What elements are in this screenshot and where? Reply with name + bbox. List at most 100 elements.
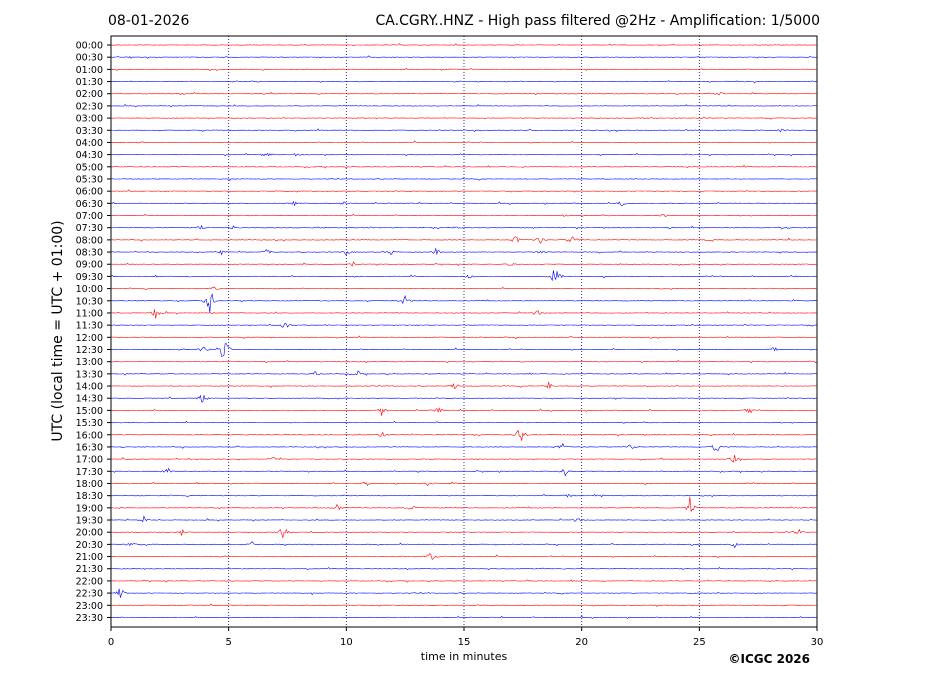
- trace-2230: [110, 588, 818, 598]
- trace-0200: [110, 91, 818, 96]
- y-tick-label: 02:30: [76, 101, 103, 112]
- y-tick-label: 22:30: [76, 589, 103, 600]
- trace-0800: [110, 236, 818, 244]
- y-tick-label: 13:30: [76, 369, 103, 380]
- grid-lines: [228, 36, 700, 627]
- trace-1330: [111, 370, 818, 376]
- trace-0400: [110, 140, 818, 144]
- y-tick-label: 06:00: [76, 187, 103, 198]
- copyright-label: ©ICGC 2026: [728, 652, 810, 666]
- trace-1500: [110, 407, 818, 416]
- y-tick-label: 08:00: [76, 235, 103, 246]
- trace-2330: [110, 615, 818, 620]
- trace-1830: [110, 493, 818, 498]
- trace-1800: [111, 481, 818, 487]
- y-tick-label: 15:00: [76, 406, 103, 417]
- y-tick-label: 16:00: [76, 430, 103, 441]
- y-tick-label: 21:30: [76, 564, 103, 575]
- x-tick-label: 0: [108, 637, 114, 648]
- y-tick-label: 19:00: [76, 503, 103, 514]
- trace-0000: [110, 43, 818, 47]
- trace-1530: [110, 420, 818, 424]
- y-tick-label: 03:00: [76, 114, 103, 125]
- y-tick-label: 09:30: [76, 272, 103, 283]
- trace-2000: [110, 528, 817, 538]
- trace-1630: [110, 442, 818, 451]
- x-tick-label: 15: [458, 637, 471, 648]
- y-tick-label: 08:30: [76, 248, 103, 259]
- x-tick-label: 10: [340, 637, 353, 648]
- trace-0600: [110, 189, 818, 193]
- y-tick-label: 00:00: [76, 41, 103, 52]
- y-tick-label: 00:30: [76, 53, 103, 64]
- trace-1930: [110, 515, 818, 523]
- y-tick-label: 20:30: [76, 540, 103, 551]
- trace-0230: [111, 104, 817, 108]
- y-tick-label: 02:00: [76, 89, 103, 100]
- trace-0730: [111, 224, 818, 230]
- x-tick-label: 30: [811, 637, 824, 648]
- chart-date: 08-01-2026: [108, 13, 189, 29]
- trace-1700: [110, 454, 818, 463]
- trace-0700: [110, 213, 818, 217]
- trace-2100: [111, 552, 818, 560]
- trace-0930: [110, 270, 818, 282]
- y-tick-label: 23:30: [76, 613, 103, 624]
- y-tick-label: 22:00: [76, 576, 103, 587]
- y-tick-label: 18:00: [76, 479, 103, 490]
- trace-0030: [110, 55, 818, 59]
- x-tick-label: 25: [693, 637, 706, 648]
- chart-title: CA.CGRY..HNZ - High pass filtered @2Hz -…: [376, 13, 820, 29]
- trace-1000: [110, 286, 818, 291]
- y-axis-label: UTC (local time = UTC + 01:00): [50, 220, 66, 441]
- trace-1900: [110, 496, 818, 513]
- y-tick-label: 10:00: [76, 284, 103, 295]
- y-tick-label: 11:30: [76, 321, 103, 332]
- y-tick-label: 05:00: [76, 162, 103, 173]
- y-tick-label: 06:30: [76, 199, 103, 210]
- y-tick-label: 01:30: [76, 77, 103, 88]
- trace-1200: [111, 335, 818, 340]
- y-tick-label: 21:00: [76, 552, 103, 563]
- y-tick-label: 12:00: [76, 333, 103, 344]
- y-tick-label: 14:30: [76, 394, 103, 405]
- y-tick-label: 16:30: [76, 442, 103, 453]
- y-tick-label: 03:30: [76, 126, 103, 137]
- trace-2130: [110, 567, 818, 571]
- y-tick-label: 14:00: [76, 382, 103, 393]
- trace-0530: [110, 177, 818, 182]
- trace-1400: [110, 382, 818, 390]
- y-tick-label: 12:30: [76, 345, 103, 356]
- trace-1430: [110, 394, 818, 403]
- y-tick-label: 05:30: [76, 174, 103, 185]
- trace-0830: [111, 247, 818, 256]
- x-tick-label: 20: [575, 637, 588, 648]
- y-tick-label: 17:00: [76, 455, 103, 466]
- trace-1300: [110, 359, 818, 364]
- trace-1230: [110, 343, 818, 357]
- trace-0430: [110, 152, 818, 157]
- x-tick-label: 5: [225, 637, 231, 648]
- trace-0500: [110, 164, 818, 169]
- trace-2300: [110, 603, 817, 607]
- trace-0630: [110, 200, 818, 207]
- y-tick-label: 07:00: [76, 211, 103, 222]
- trace-0130: [111, 80, 818, 84]
- y-tick-label: 07:30: [76, 223, 103, 234]
- plot-frame: [110, 35, 818, 628]
- trace-1100: [110, 309, 818, 319]
- y-tick-label: 17:30: [76, 467, 103, 478]
- trace-0300: [110, 116, 818, 120]
- y-tick-label: 01:00: [76, 65, 103, 76]
- trace-0330: [110, 128, 818, 133]
- trace-1600: [110, 429, 818, 441]
- y-tick-label: 11:00: [76, 308, 103, 319]
- trace-layer: [110, 43, 818, 620]
- y-tick-label: 23:00: [76, 601, 103, 612]
- y-tick-label: 10:30: [76, 296, 103, 307]
- y-tick-label: 13:00: [76, 357, 103, 368]
- y-tick-label: 20:00: [76, 528, 103, 539]
- y-tick-label: 18:30: [76, 491, 103, 502]
- y-tick-label: 04:30: [76, 150, 103, 161]
